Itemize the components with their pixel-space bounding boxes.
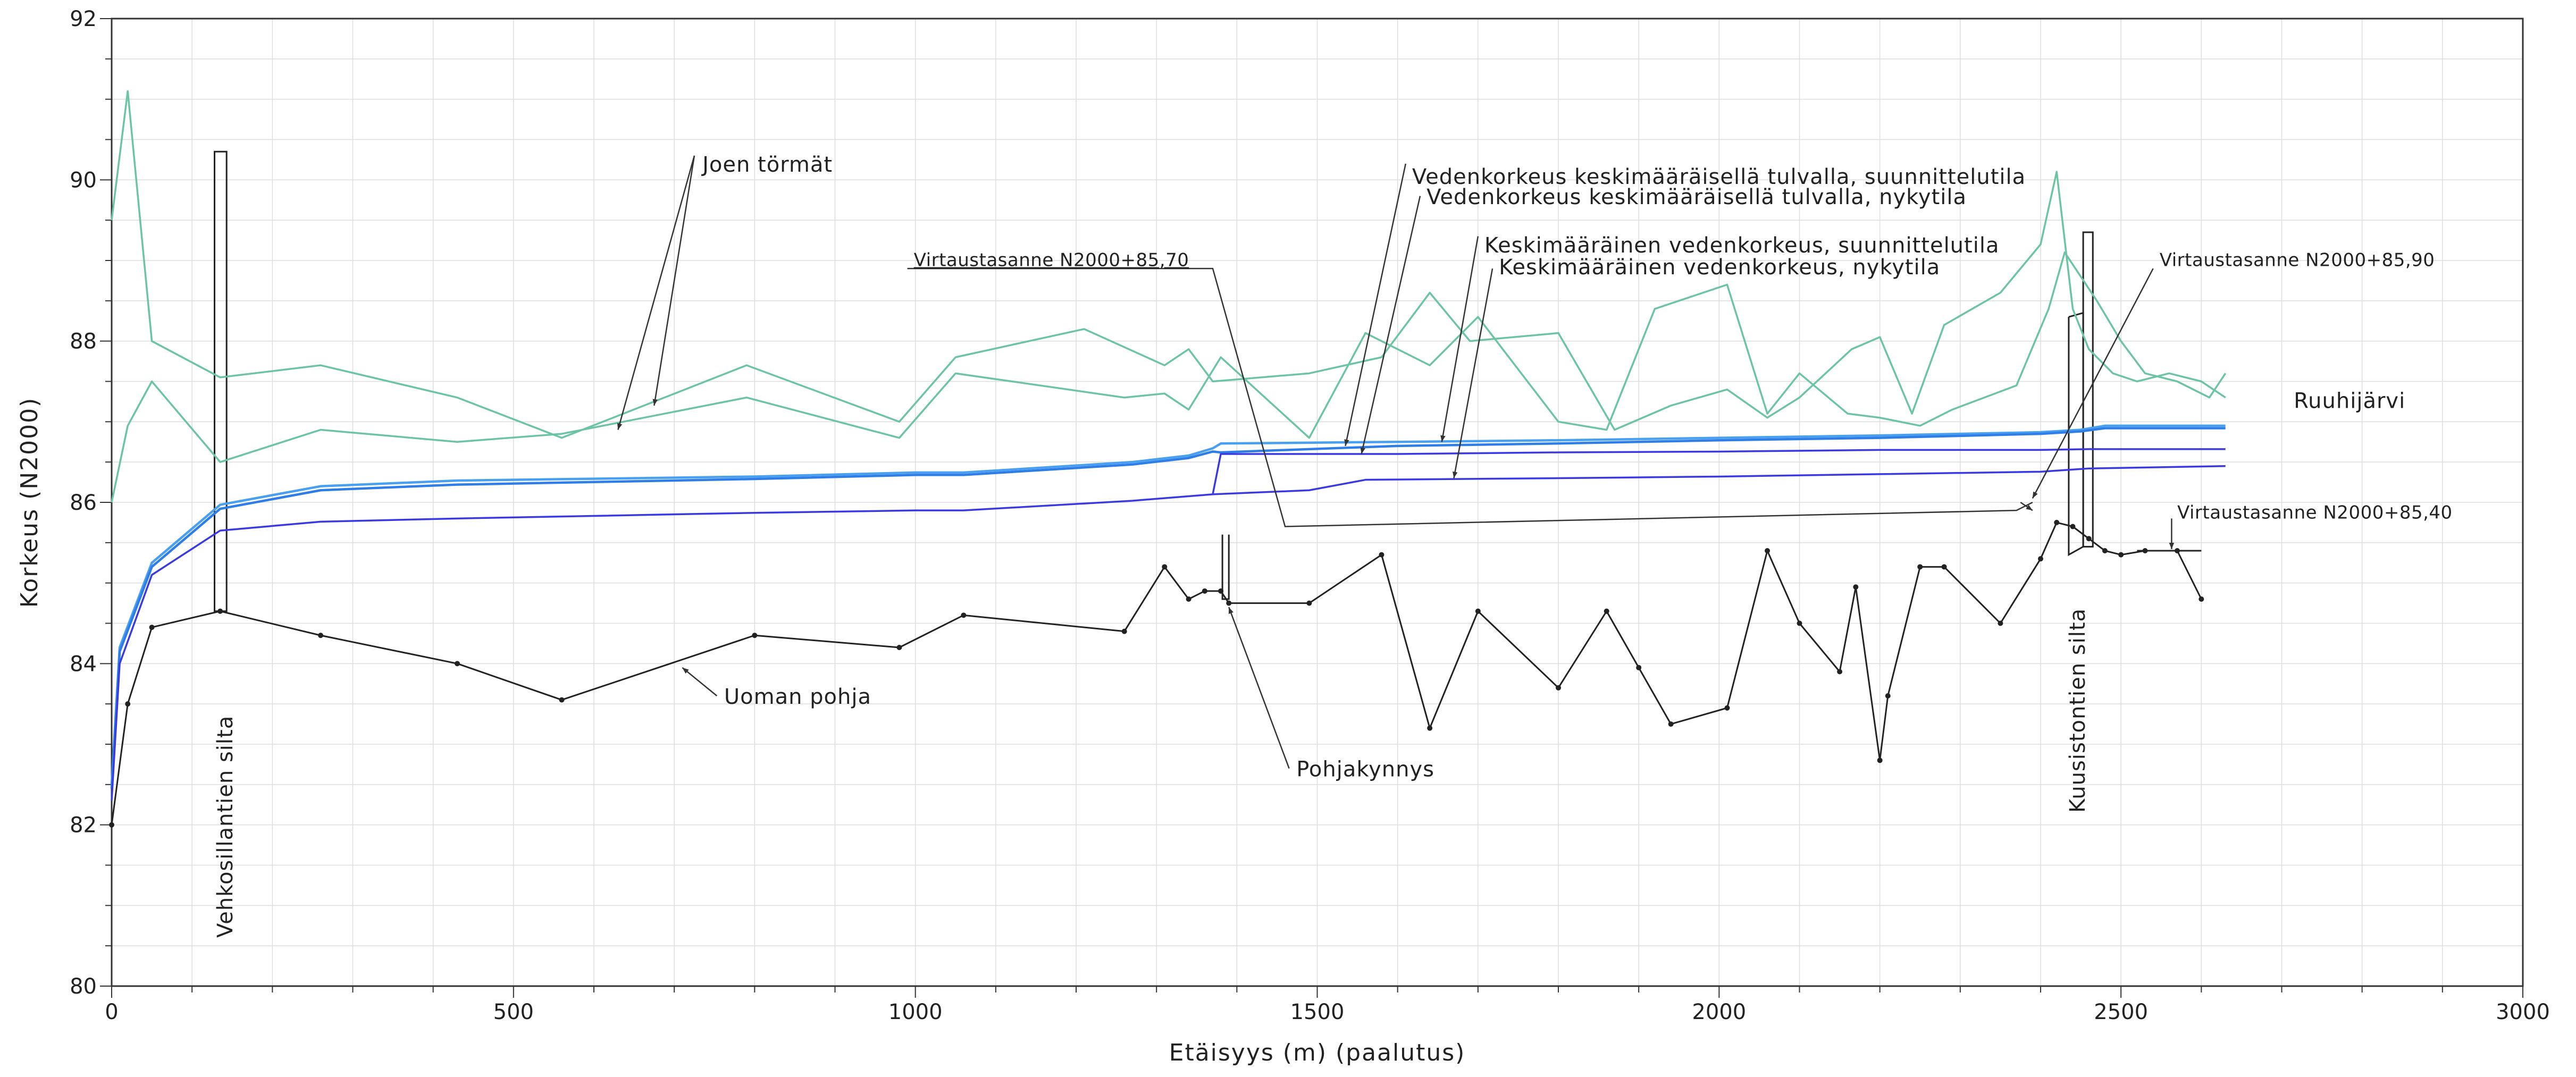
series-bed-point	[1186, 596, 1191, 602]
leader-hw-current	[1360, 196, 1421, 455]
leader-mw-current	[1452, 268, 1493, 478]
series-bed-point	[1797, 620, 1802, 626]
series-mw-design	[1212, 448, 2226, 495]
y-tick-label: 90	[70, 168, 97, 192]
series-bed-point	[1218, 588, 1224, 594]
series-bed-point	[752, 633, 758, 638]
annotation-banks: Joen törmät	[701, 153, 833, 177]
x-tick-label: 1000	[888, 1000, 943, 1024]
series-bed-point	[1202, 588, 1207, 594]
leader-sill-left-tip	[2020, 501, 2033, 511]
series-bed-point	[1121, 628, 1127, 634]
leader-step	[1228, 607, 1290, 769]
leader-mw-design	[1440, 236, 1479, 442]
y-tick-label: 88	[70, 330, 97, 354]
series-mw-current	[111, 465, 2226, 801]
series-bed-point	[1226, 600, 1232, 606]
series-bed-point	[1765, 548, 1771, 553]
leader-banks-1	[617, 155, 695, 430]
series-bed-point	[2086, 536, 2092, 542]
series-bed-point	[1306, 600, 1312, 606]
series-bed-point	[1556, 685, 1561, 691]
series-bed-point	[1724, 705, 1730, 711]
annotation-bridge-left: Vehkosillantien silta	[213, 716, 238, 938]
series-bank-left	[111, 90, 2226, 439]
leader-bed	[682, 667, 718, 696]
y-tick-label: 82	[70, 813, 97, 838]
series-bed-point	[1853, 584, 1859, 590]
x-axis-label: Etäisyys (m) (paalutus)	[1169, 1039, 1466, 1066]
x-tick-label: 3000	[2496, 1000, 2550, 1024]
series-bed-point	[559, 697, 565, 703]
annotation-lake: Ruuhijärvi	[2294, 389, 2405, 414]
leader-sill-left	[907, 267, 2033, 527]
annotation-hw-design: Vedenkorkeus keskimääräisellä tulvalla, …	[1412, 165, 2026, 189]
series-bed-point	[1941, 564, 1947, 570]
series-bed-point	[896, 645, 902, 650]
series-bed-point	[2070, 524, 2076, 529]
x-tick-label: 500	[493, 1000, 534, 1024]
series-bed-point	[1379, 552, 1385, 558]
annotation-step: Pohjakynnys	[1296, 758, 1434, 782]
series-bank-right	[111, 251, 2227, 503]
annotation-sill-left: Virtaustasanne N2000+85,70	[914, 250, 1189, 271]
series-hw-current	[110, 427, 2226, 789]
leader-sill-right	[2032, 268, 2154, 499]
series-bed-point	[455, 661, 460, 667]
y-axis-ticks: 80 82 84 86 88 90 92	[70, 7, 112, 999]
x-tick-label: 2000	[1692, 1000, 1746, 1024]
y-tick-label: 86	[70, 491, 97, 515]
x-axis-ticks: 0 500 1000 1500 2000 2500 3000	[105, 986, 2550, 1024]
series-bed-point	[961, 612, 967, 618]
x-tick-label: 1500	[1290, 1000, 1345, 1024]
bridge-right-pier	[2082, 231, 2094, 548]
annotation-labels: Joen törmät Vedenkorkeus keskimääräisellä…	[213, 153, 2453, 938]
bridge-right-frame	[2068, 312, 2084, 557]
x-tick-label: 0	[105, 1000, 118, 1024]
series-bed-point	[2174, 548, 2180, 553]
annotation-mw-design: Keskimääräinen vedenkorkeus, suunnittelu…	[1484, 233, 2000, 258]
leader-banks-2	[652, 155, 695, 406]
y-axis-label: Korkeus (N2000)	[16, 397, 43, 608]
annotation-mw-current: Keskimääräinen vedenkorkeus, nykytila	[1499, 255, 1940, 280]
series-bed-point	[318, 633, 324, 638]
series-layer	[109, 90, 2227, 828]
series-bed-point	[2118, 552, 2124, 558]
y-tick-label: 80	[70, 974, 97, 999]
series-bed-point	[1837, 669, 1843, 675]
series-bed-point	[2038, 556, 2043, 562]
series-hw-design	[110, 424, 2226, 785]
series-bed-point	[1427, 725, 1433, 731]
series-bed-point	[1885, 693, 1891, 699]
series-bed-point	[1668, 721, 1674, 727]
series-bed-point	[1917, 564, 1923, 570]
annotation-sill-end: Virtaustasanne N2000+85,40	[2177, 502, 2453, 523]
series-bed-point	[1604, 608, 1609, 614]
series-bed-point	[1475, 608, 1481, 614]
grid	[112, 19, 2523, 986]
series-bed-point	[1877, 758, 1883, 763]
series-bed-point	[1636, 664, 1642, 670]
annotation-bridge-right: Kuusistontien silta	[2066, 608, 2090, 813]
series-bed-point	[149, 625, 155, 630]
series-bed-point	[2199, 596, 2204, 602]
series-bed-point	[217, 608, 223, 614]
series-bed-point	[125, 701, 131, 707]
leader-hw-design	[1344, 163, 1407, 447]
series-bed-point	[1162, 564, 1168, 570]
y-tick-label: 84	[70, 652, 97, 676]
sill-step-marker	[1221, 534, 1230, 600]
series-bed-point	[1998, 620, 2003, 626]
annotation-sill-right: Virtaustasanne N2000+85,90	[2160, 250, 2435, 271]
annotation-bed: Uoman pohja	[724, 685, 871, 709]
annotation-leaders	[617, 155, 2175, 769]
series-bed-point	[109, 822, 114, 828]
series-bed-point	[2102, 548, 2108, 553]
x-tick-label: 2500	[2094, 1000, 2148, 1024]
y-tick-label: 92	[70, 7, 97, 31]
series-bed-point	[2142, 548, 2148, 553]
series-bed-point	[2054, 519, 2060, 525]
annotation-hw-current: Vedenkorkeus keskimääräisellä tulvalla, …	[1427, 185, 1967, 209]
